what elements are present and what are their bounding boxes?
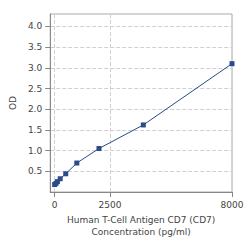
svg-text:2.0: 2.0 [28,104,43,114]
svg-text:Human T-Cell Antigen CD7 (CD7): Human T-Cell Antigen CD7 (CD7) [67,215,215,225]
svg-text:Concentration (pg/ml): Concentration (pg/ml) [91,227,190,237]
svg-text:3.0: 3.0 [28,63,43,73]
svg-text:OD: OD [8,96,18,110]
svg-text:3.5: 3.5 [28,42,42,52]
svg-text:8000: 8000 [221,200,244,210]
svg-text:2500: 2500 [99,200,122,210]
svg-text:4.0: 4.0 [28,21,43,31]
svg-text:0.5: 0.5 [28,166,42,176]
svg-text:1.0: 1.0 [28,146,43,156]
svg-text:2.5: 2.5 [28,84,42,94]
svg-text:1.5: 1.5 [28,125,42,135]
svg-text:0: 0 [52,200,58,210]
